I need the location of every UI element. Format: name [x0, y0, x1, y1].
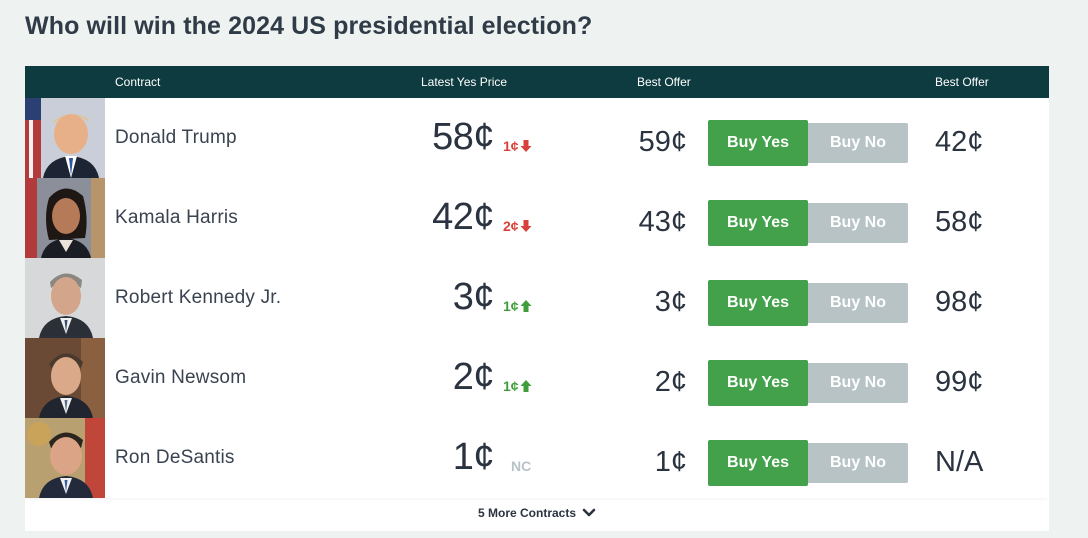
- price-change-value: 1¢: [503, 378, 519, 394]
- best-offer-yes: 1¢: [654, 446, 687, 478]
- header-best-offer-no: Best Offer: [935, 75, 989, 89]
- best-offer-no: N/A: [935, 446, 984, 478]
- arrow-up-icon: [520, 380, 532, 392]
- buy-no-button[interactable]: Buy No: [808, 363, 908, 403]
- arrow-down-icon: [520, 220, 532, 232]
- page-title: Who will win the 2024 US presidential el…: [25, 12, 593, 40]
- avatar: [25, 178, 105, 258]
- table-row: Donald Trump 58¢ 1¢ 59¢ Buy Yes Buy No 4…: [25, 98, 1049, 178]
- best-offer-yes: 3¢: [654, 286, 687, 318]
- latest-yes-price: 3¢: [452, 276, 495, 318]
- more-contracts-label: 5 More Contracts: [477, 506, 577, 520]
- arrow-down-icon: [520, 140, 532, 152]
- header-latest-yes-price: Latest Yes Price: [421, 75, 508, 89]
- best-offer-no: 98¢: [935, 286, 984, 318]
- price-change: 1¢: [503, 298, 532, 314]
- avatar: [25, 98, 105, 178]
- header-best-offer-yes: Best Offer: [637, 75, 691, 89]
- buy-yes-button[interactable]: Buy Yes: [708, 440, 808, 486]
- price-change: 1¢: [503, 378, 532, 394]
- avatar: [25, 258, 105, 338]
- table-row: Kamala Harris 42¢ 2¢ 43¢ Buy Yes Buy No …: [25, 178, 1049, 258]
- latest-yes-price: 2¢: [452, 356, 495, 398]
- buy-no-button[interactable]: Buy No: [808, 443, 908, 483]
- price-change-value: 2¢: [503, 218, 519, 234]
- contract-name[interactable]: Kamala Harris: [115, 207, 238, 228]
- buy-no-button[interactable]: Buy No: [808, 203, 908, 243]
- price-change-value: 1¢: [503, 138, 519, 154]
- buy-no-button[interactable]: Buy No: [808, 283, 908, 323]
- contract-name[interactable]: Gavin Newsom: [115, 367, 247, 388]
- table-row: Ron DeSantis 1¢ NC 1¢ Buy Yes Buy No N/A: [25, 418, 1049, 498]
- contract-name[interactable]: Ron DeSantis: [115, 447, 235, 468]
- chevron-down-icon: [582, 508, 596, 517]
- buy-yes-button[interactable]: Buy Yes: [708, 280, 808, 326]
- header-contract: Contract: [115, 75, 161, 89]
- buy-yes-button[interactable]: Buy Yes: [708, 360, 808, 406]
- best-offer-no: 58¢: [935, 206, 984, 238]
- price-change: NC: [511, 458, 532, 474]
- best-offer-yes: 2¢: [654, 366, 687, 398]
- best-offer-no: 99¢: [935, 366, 984, 398]
- buy-no-button[interactable]: Buy No: [808, 123, 908, 163]
- market-table: Contract Latest Yes Price Best Offer Bes…: [25, 66, 1049, 531]
- price-change-value: 1¢: [503, 298, 519, 314]
- more-contracts: 5 More Contracts: [25, 506, 1049, 531]
- table-row: Gavin Newsom 2¢ 1¢ 2¢ Buy Yes Buy No 99¢: [25, 338, 1049, 418]
- buy-yes-button[interactable]: Buy Yes: [708, 200, 808, 246]
- best-offer-yes: 43¢: [638, 206, 687, 238]
- contract-name[interactable]: Robert Kennedy Jr.: [115, 287, 282, 308]
- more-contracts-toggle[interactable]: 5 More Contracts: [478, 506, 596, 520]
- avatar: [25, 338, 105, 418]
- best-offer-yes: 59¢: [638, 126, 687, 158]
- best-offer-no: 42¢: [935, 126, 984, 158]
- arrow-up-icon: [520, 300, 532, 312]
- latest-yes-price: 42¢: [432, 196, 494, 238]
- price-change: 1¢: [503, 138, 532, 154]
- table-header: Contract Latest Yes Price Best Offer Bes…: [25, 66, 1049, 98]
- price-change: 2¢: [503, 218, 532, 234]
- table-row: Robert Kennedy Jr. 3¢ 1¢ 3¢ Buy Yes Buy …: [25, 258, 1049, 338]
- avatar: [25, 418, 105, 498]
- buy-yes-button[interactable]: Buy Yes: [708, 120, 808, 166]
- contract-name[interactable]: Donald Trump: [115, 127, 237, 148]
- latest-yes-price: 58¢: [432, 116, 494, 158]
- latest-yes-price: 1¢: [452, 436, 495, 478]
